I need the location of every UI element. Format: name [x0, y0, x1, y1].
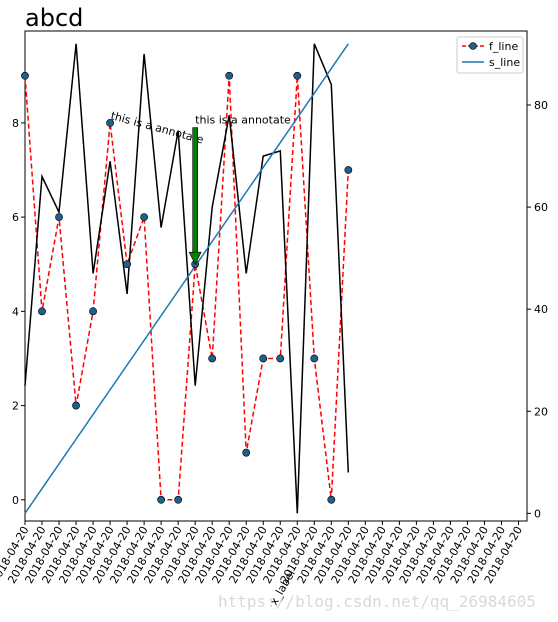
left-tick-label: 4 [12, 305, 19, 318]
f-line-point [157, 495, 166, 504]
f-line-point [89, 307, 97, 316]
f-line-point [310, 354, 319, 363]
right-tick-label: 0 [534, 507, 541, 520]
f-line-point [55, 213, 63, 222]
watermark: https://blog.csdn.net/qq_26984605 [218, 592, 536, 611]
left-tick-label: 8 [12, 117, 19, 130]
f-line-point [123, 260, 132, 269]
f-line-point [276, 354, 285, 363]
series-1-path [24, 43, 350, 514]
right-tick-label: 40 [534, 303, 548, 316]
annotation-arrow-shaft [192, 127, 198, 253]
s-line-path [24, 43, 349, 514]
f-line-point [225, 71, 234, 80]
annotation-arrow-text: this is a annotate [195, 114, 291, 127]
legend-label-f-line: f_line [489, 40, 518, 53]
f-line-point [174, 495, 183, 504]
legend-label-s-line: s_line [489, 56, 520, 69]
right-tick-label: 60 [534, 201, 548, 214]
left-tick-label: 0 [12, 494, 19, 507]
chart-title: abcd [25, 4, 83, 32]
plot-area [25, 31, 527, 521]
f-line-point [21, 71, 29, 80]
left-tick-label: 2 [12, 400, 19, 413]
f-line-point [344, 166, 353, 174]
plot-background [25, 31, 527, 521]
right-tick-label: 20 [534, 405, 548, 418]
f-line-point [327, 495, 336, 504]
f-line-point [38, 307, 46, 316]
f-line-point [72, 401, 80, 410]
axes: 024680204060802018-04-202018-04-202018-0… [0, 30, 548, 586]
f-line-point [106, 118, 114, 127]
annotation-arrow-head [188, 251, 202, 265]
f-line-point [293, 71, 302, 80]
f-line-point [242, 448, 251, 457]
legend-marker-f-line [469, 42, 477, 50]
right-tick-label: 80 [534, 99, 548, 112]
f-line-point [140, 213, 149, 222]
series-group [21, 43, 353, 514]
plot-frame [24, 30, 528, 522]
left-tick-label: 6 [12, 211, 19, 224]
f-line-point [208, 354, 217, 363]
f-line-point [259, 354, 268, 363]
legend: f_line s_line [456, 36, 524, 74]
